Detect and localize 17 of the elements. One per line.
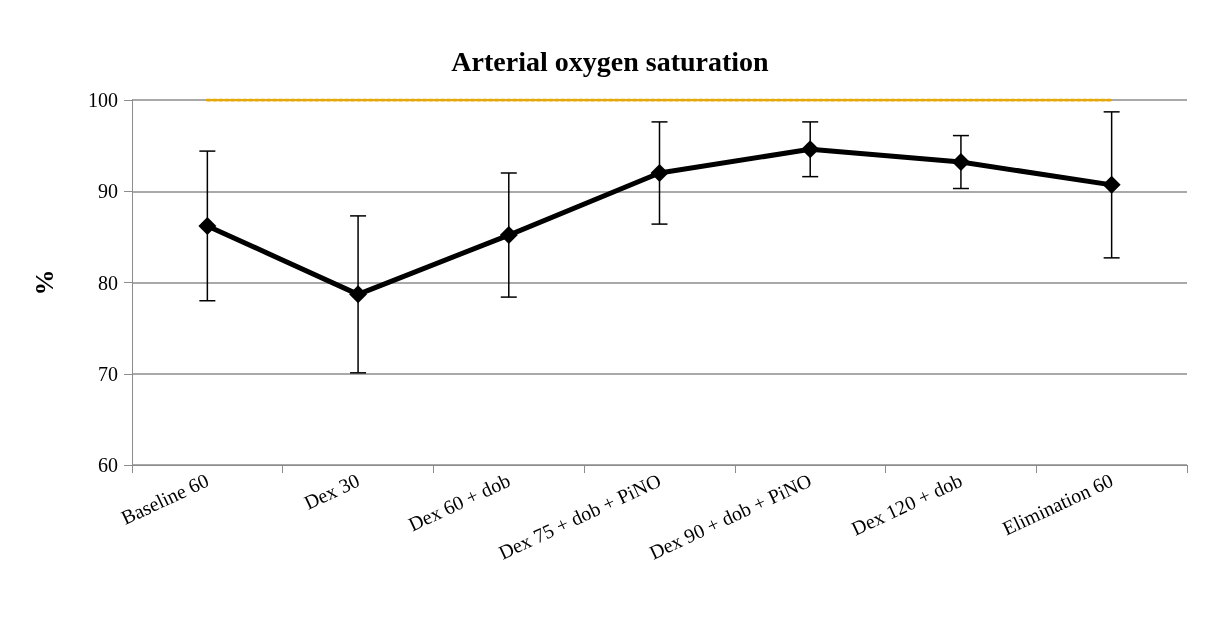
point bbox=[349, 285, 368, 304]
y-tick-label: 80 bbox=[98, 271, 118, 294]
x-tick-label: Dex 60 + dob bbox=[404, 469, 514, 536]
point bbox=[499, 226, 518, 245]
point bbox=[1102, 175, 1121, 194]
x-tick-label: Dex 120 + dob bbox=[847, 469, 966, 540]
point bbox=[650, 164, 669, 182]
point bbox=[801, 140, 820, 159]
point bbox=[951, 153, 970, 172]
point bbox=[198, 216, 217, 235]
y-axis-title: % bbox=[29, 269, 59, 296]
y-tick-label: 60 bbox=[98, 454, 118, 476]
y-tick-label: 70 bbox=[98, 362, 118, 385]
x-tick-label: Dex 30 bbox=[300, 469, 363, 514]
y-tick-label: 100 bbox=[88, 89, 118, 111]
y-tick-label: 90 bbox=[98, 180, 118, 203]
chart-title: Arterial oxygen saturation bbox=[451, 45, 770, 77]
